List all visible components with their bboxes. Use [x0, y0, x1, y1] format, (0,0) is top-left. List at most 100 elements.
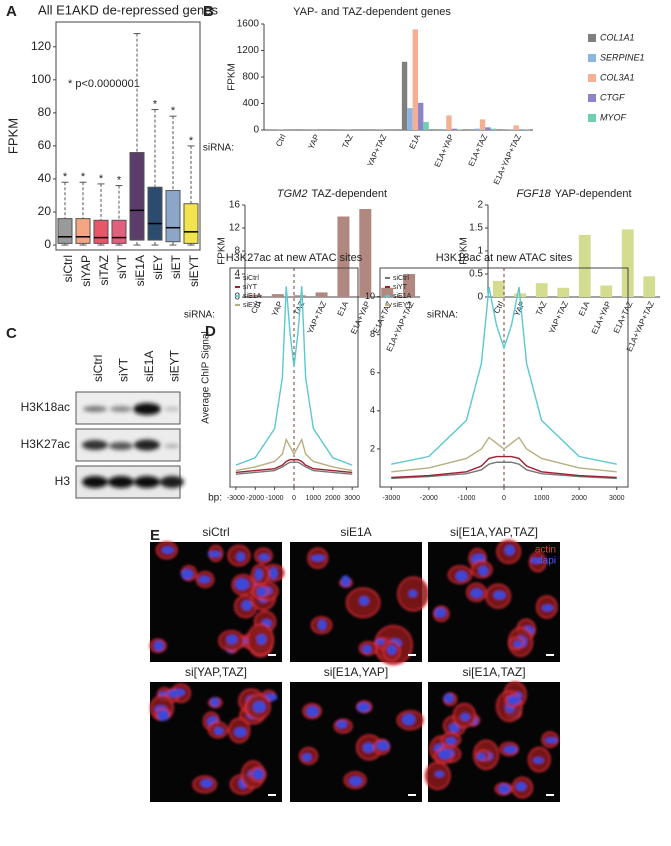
y-tick-label: 2 — [370, 443, 375, 453]
x-tick-label: 1000 — [306, 495, 322, 502]
legend-swatch — [588, 94, 596, 102]
x-tick-label: siCtrl — [61, 255, 75, 282]
y-tick-label: 4 — [370, 405, 375, 415]
nucleus — [438, 749, 451, 759]
bar — [643, 276, 655, 297]
x-tick-label: YAP — [270, 300, 285, 318]
nucleus — [235, 578, 249, 590]
x-tick-label: 2000 — [571, 495, 587, 502]
x-axis-label: bp: — [208, 493, 222, 504]
nucleus — [456, 571, 468, 581]
nucleus — [154, 641, 164, 652]
chart-title: All E1AKD de-repressed genes — [38, 2, 218, 17]
x-tick-label: E1A+TAZ — [612, 300, 635, 335]
legend-swatch — [588, 54, 596, 62]
x-tick-label: 2000 — [325, 495, 341, 502]
bar — [519, 129, 524, 130]
x-tick-label: -1000 — [457, 495, 475, 502]
scale-bar — [268, 794, 276, 796]
micrograph-label: siCtrl — [202, 525, 229, 539]
x-tick-label: YAP — [306, 133, 321, 151]
bar — [452, 129, 457, 130]
y-tick-label: 60 — [38, 138, 52, 152]
annotation: * p<0.0000001 — [68, 78, 140, 90]
nucleus — [377, 741, 390, 751]
nucleus — [446, 737, 457, 744]
significance-mark: * — [171, 105, 176, 117]
nucleus — [257, 587, 267, 597]
x-tick-label: E1A+TAZ — [467, 133, 490, 168]
nucleus — [181, 569, 193, 579]
box — [112, 220, 126, 243]
x-tick-label: -2000 — [246, 495, 264, 502]
chart-title: YAP- and TAZ-dependent genes — [293, 6, 451, 18]
y-tick-label: 0 — [44, 237, 51, 251]
nucleus — [306, 706, 319, 717]
bar — [579, 235, 591, 297]
nucleus — [349, 776, 362, 785]
y-tick-label: 40 — [38, 171, 52, 185]
x-tick-label: 0 — [502, 495, 506, 502]
legend-label: SERPINE1 — [600, 52, 645, 62]
bar — [469, 129, 474, 130]
nucleus — [444, 693, 454, 703]
x-tick-label: siTAZ — [97, 255, 111, 285]
x-tick-label: siYT — [115, 254, 129, 279]
nucleus — [302, 753, 312, 761]
y-tick-label: 0.5 — [469, 269, 483, 280]
box — [184, 204, 198, 244]
panel-letter: C — [6, 325, 17, 342]
nucleus — [214, 727, 224, 735]
x-tick-label: siET — [169, 254, 183, 279]
bar — [513, 125, 518, 130]
significance-mark: * — [63, 171, 68, 183]
nucleus — [402, 714, 415, 725]
x-tick-label: siEY — [151, 255, 165, 280]
nucleus — [514, 641, 523, 648]
y-tick-label: 20 — [38, 204, 52, 218]
x-tick-label: E1A — [577, 299, 592, 317]
box — [130, 153, 144, 241]
nucleus — [162, 546, 174, 553]
nucleus — [387, 645, 396, 655]
scale-bar — [546, 654, 554, 656]
bar — [491, 129, 496, 130]
legend-swatch — [588, 114, 596, 122]
x-tick-label: E1A+YAP — [349, 300, 372, 336]
significance-mark: * — [153, 98, 158, 110]
bar — [441, 129, 446, 130]
significance-mark: * — [81, 171, 86, 183]
legend-label: siYT — [243, 284, 258, 291]
nucleus — [226, 635, 237, 644]
nucleus — [257, 634, 266, 644]
scale-bar — [408, 654, 416, 656]
x-tick-label: siE1A — [133, 255, 147, 286]
bar — [407, 108, 412, 130]
y-axis-label: FPKM — [227, 63, 238, 91]
x-tick-label: YAP+TAZ — [306, 300, 329, 335]
legend-swatch — [588, 74, 596, 82]
micrograph-label: si[E1A,YAP] — [324, 665, 388, 679]
panel-letter: E — [150, 527, 160, 544]
legend-label: COL1A1 — [600, 32, 635, 42]
nucleus — [507, 695, 521, 704]
nucleus — [545, 737, 558, 743]
y-tick-label: 8 — [370, 329, 375, 339]
y-tick-label: 2 — [477, 200, 483, 211]
legend-label: siEYT — [243, 302, 262, 309]
x-tick-label: -3000 — [382, 495, 400, 502]
bar — [557, 288, 569, 297]
legend-label: siE1A — [393, 293, 412, 300]
lane-label: siCtrl — [91, 355, 105, 382]
nucleus — [461, 713, 470, 721]
legend-label: siEYT — [393, 302, 412, 309]
nucleus — [504, 746, 518, 754]
nucleus — [210, 697, 219, 707]
bar — [435, 129, 440, 130]
x-tick-label: siEYT — [187, 254, 201, 287]
x-tick-label: YAP+TAZ — [547, 300, 570, 335]
y-tick-label: 16 — [229, 200, 241, 211]
nucleus — [409, 590, 417, 597]
